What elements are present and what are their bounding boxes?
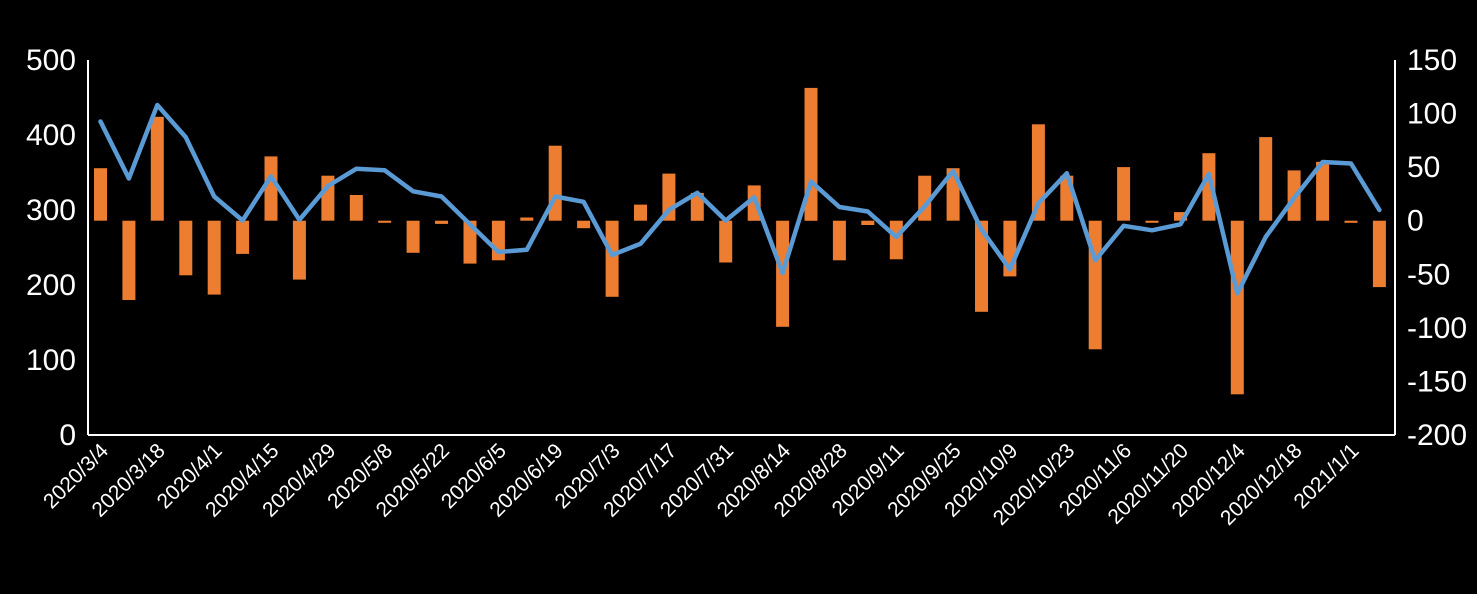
bar [207, 220, 221, 295]
bar [378, 220, 392, 223]
bar [463, 220, 477, 264]
right-axis-ticks: 150 100 50 0 -50 -100 -150 -200 [1407, 44, 1467, 452]
bar [150, 116, 164, 221]
bar [292, 220, 306, 280]
left-axis-tick-label: 0 [59, 419, 76, 452]
bar [349, 195, 363, 221]
right-axis-tick-label: -150 [1407, 365, 1467, 398]
bar [861, 220, 875, 225]
left-axis-tick-label: 100 [26, 344, 76, 377]
bar [1259, 137, 1273, 221]
x-axis-ticks: 2020/3/42020/3/182020/4/12020/4/152020/4… [39, 439, 1364, 530]
right-axis-tick-label: 50 [1407, 151, 1440, 184]
bar [1230, 220, 1244, 395]
line-path [98, 102, 1382, 296]
line-series [98, 102, 1382, 296]
bar [236, 220, 250, 254]
left-axis-tick-label: 300 [26, 194, 76, 227]
bar [1117, 167, 1131, 221]
bar [832, 220, 846, 261]
bar [406, 220, 420, 253]
bar [1344, 220, 1358, 223]
bar [435, 220, 448, 224]
bar [1316, 161, 1330, 221]
left-axis-ticks: 0 100 200 300 400 500 [26, 44, 76, 452]
right-axis-tick-label: -100 [1407, 312, 1467, 345]
right-axis-tick-label: -200 [1407, 419, 1467, 452]
left-axis-tick-label: 200 [26, 269, 76, 302]
bar [634, 204, 647, 221]
bar [1174, 212, 1187, 221]
axes [87, 60, 1396, 436]
left-axis-tick-label: 400 [26, 119, 76, 152]
bar [122, 220, 136, 300]
right-axis-tick-label: 150 [1407, 44, 1457, 77]
bar [520, 217, 534, 221]
bar [690, 192, 704, 221]
bar-series [94, 87, 1386, 395]
bar [179, 220, 193, 276]
bar [264, 156, 278, 221]
bar [975, 220, 988, 312]
bar [1202, 153, 1216, 221]
bar [719, 220, 733, 263]
bar [1145, 220, 1159, 223]
right-axis-tick-label: 100 [1407, 98, 1457, 131]
bar [94, 168, 107, 221]
bar [605, 220, 619, 297]
left-axis-tick-label: 500 [26, 44, 76, 77]
right-axis-tick-label: 0 [1407, 205, 1424, 238]
bar [577, 220, 591, 229]
bar [1372, 220, 1386, 288]
bar [491, 220, 505, 261]
bar [889, 220, 903, 260]
right-axis-tick-label: -50 [1407, 258, 1450, 291]
